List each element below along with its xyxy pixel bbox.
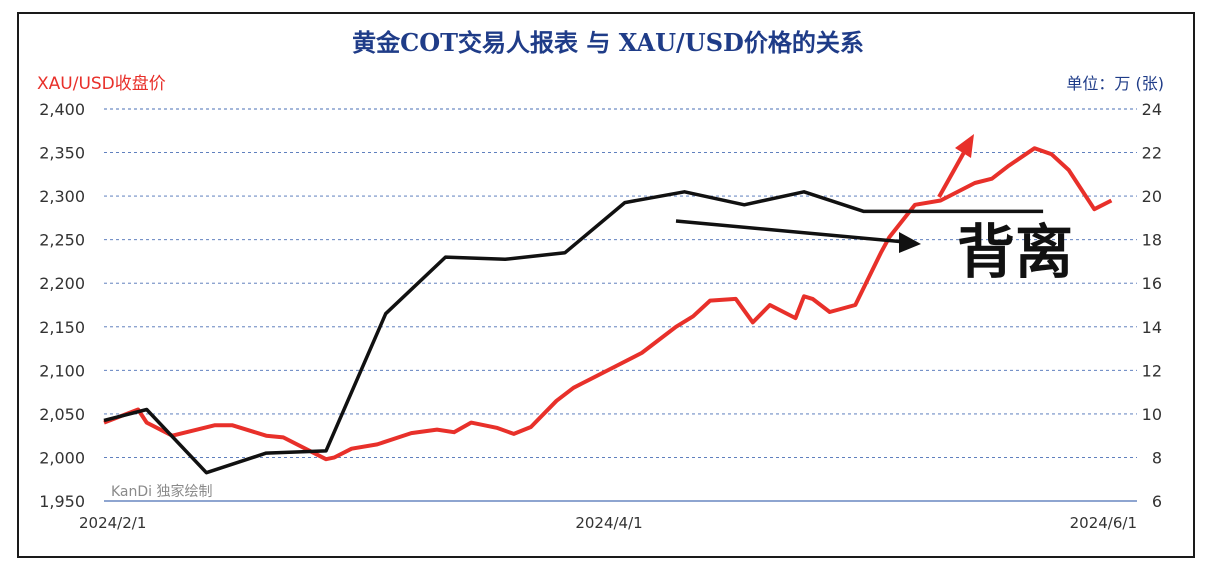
right-tick-label: 18 [1142,231,1162,250]
x-axis-ticks: 2024/2/1 2024/4/1 2024/6/1 [79,514,1137,532]
price-up-arrow [937,134,974,198]
divergence-label: 背离 [957,218,1073,286]
x-tick-label: 2024/4/1 [575,514,642,532]
right-tick-label: 22 [1142,144,1162,163]
watermark: KanDi 独家绘制 [111,483,213,500]
price-series-line [103,146,1113,462]
chart-title: 黄金COT交易人报表 与 XAU/USD价格的关系 [352,28,864,57]
left-tick-label: 2,350 [39,144,85,163]
right-tick-label: 10 [1142,405,1162,424]
divergence-arrow [675,219,921,253]
left-axis-ticks: 1,950 2,000 2,050 2,100 2,150 2,200 2,250 2,300… [39,100,85,511]
x-tick-label: 2024/6/1 [1070,514,1137,532]
left-tick-label: 2,150 [39,318,85,337]
right-tick-label: 24 [1142,100,1162,119]
cot-series-line [103,190,1044,475]
right-axis-ticks: 6 8 10 12 14 16 18 20 22 24 [1142,100,1162,511]
right-tick-label: 12 [1142,361,1162,380]
chart-svg: 黄金COT交易人报表 与 XAU/USD价格的关系 XAU/USD收盘价 单位：… [37,28,1164,532]
left-tick-label: 2,300 [39,187,85,206]
left-tick-label: 2,200 [39,274,85,293]
left-tick-label: 2,100 [39,361,85,380]
series-layer [103,146,1113,475]
right-tick-label: 8 [1152,448,1162,467]
right-tick-label: 14 [1142,318,1162,337]
left-tick-label: 1,950 [39,492,85,511]
right-tick-label: 20 [1142,187,1162,206]
gridlines [104,108,1137,502]
right-tick-label: 16 [1142,274,1162,293]
chart-frame: 黄金COT交易人报表 与 XAU/USD价格的关系 XAU/USD收盘价 单位：… [17,12,1195,558]
left-tick-label: 2,050 [39,405,85,424]
x-tick-label: 2024/2/1 [79,514,146,532]
left-tick-label: 2,400 [39,100,85,119]
left-tick-label: 2,000 [39,448,85,467]
right-axis-label: 单位：万 (张) [1066,74,1164,93]
right-tick-label: 6 [1152,492,1162,511]
left-tick-label: 2,250 [39,231,85,250]
left-axis-label: XAU/USD收盘价 [37,74,166,94]
